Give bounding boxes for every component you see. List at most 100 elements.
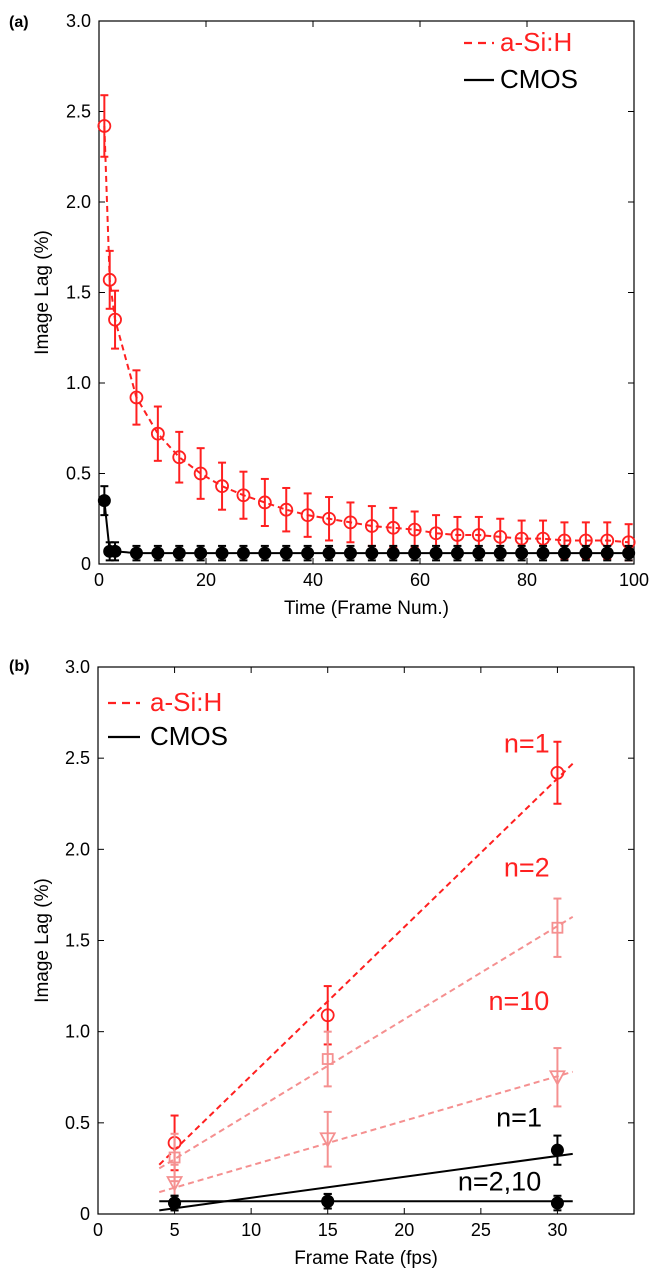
error-bar [323,1030,332,1088]
error-bar [132,369,141,426]
annotations: n=1 n=2 n=10 n=1 n=2,10 [458,729,550,1197]
chart-panel-a: 0 20 40 60 80 100 0 0.5 1.0 1.5 2.0 2.5 3.0 Time (Fra… [9,11,649,619]
panel-label: (a) [9,14,29,31]
data-point [365,546,379,560]
data-point [472,546,486,560]
legend: a-Si:H CMOS [464,27,578,94]
y-tick-label: 3.0 [65,657,90,677]
error-bar [260,477,269,527]
error-bar [239,470,248,520]
y-axis-ticks: 0 0.5 1.0 1.5 2.0 2.5 3.0 [66,11,634,574]
data-point [258,546,272,560]
x-tick-label: 40 [303,570,323,590]
x-axis-ticks: 0 20 40 60 80 100 [94,21,649,590]
x-axis-ticks: 0 5 10 15 20 25 30 [93,667,567,1240]
error-bar [303,492,312,538]
data-point [279,502,294,517]
data-point [108,312,122,327]
x-tick-label: 0 [93,1220,103,1240]
data-point [407,522,422,537]
y-tick-label: 2.5 [66,102,91,122]
series-3 [158,1047,574,1203]
data-point [129,390,144,405]
y-tick-label: 3.0 [66,11,91,31]
data-point [193,466,208,481]
data-point [386,546,400,560]
data-point [551,921,564,934]
data-point [343,515,358,530]
data-point [600,546,614,560]
data-point [493,546,507,560]
data-point [514,531,529,546]
y-tick-label: 2.0 [66,192,91,212]
x-axis-label: Time (Frame Num.) [284,598,449,619]
series-5 [159,1192,573,1212]
y-axis-ticks: 0 0.5 1.0 1.5 2.0 2.5 3.0 [65,657,634,1224]
legend-label: a-Si:H [500,27,572,57]
data-point [515,546,529,560]
y-tick-label: 1.0 [65,1022,90,1042]
legend-label: CMOS [500,64,578,94]
annotation-label: n=1 [504,729,550,759]
error-bar [153,405,162,462]
data-point [321,1053,334,1065]
data-point [215,546,229,560]
data-point [622,546,636,560]
data-point [319,1132,337,1149]
data-point [386,520,401,535]
data-point [151,546,165,560]
error-bar [100,94,109,158]
x-tick-label: 0 [94,570,104,590]
data-point [279,546,293,560]
x-tick-label: 60 [410,570,430,590]
data-point [194,546,208,560]
error-bar [553,1047,562,1108]
x-tick-label: 5 [170,1220,180,1240]
data-point [536,531,550,546]
x-tick-label: 15 [318,1220,338,1240]
data-point [429,526,443,541]
legend-label: CMOS [150,721,228,751]
panel-label: (b) [9,658,29,675]
data-point [215,479,229,494]
x-tick-label: 100 [619,570,649,590]
data-point [150,426,165,441]
y-axis-label: Image Lag (%) [32,230,53,355]
data-point [168,1151,181,1164]
series-cmos [97,485,636,562]
series-a-si-h [97,94,636,562]
chart-panel-b: 0 5 10 15 20 25 30 0 0.5 1.0 1.5 2.0 2.5 3.0 Frame Rat… [9,657,635,1269]
fit-line [158,915,574,1170]
data-point [97,119,112,133]
data-point [493,529,508,544]
y-tick-label: 0.5 [65,1113,90,1133]
data-point [300,508,315,523]
data-point [550,1143,564,1157]
series-line [103,125,629,544]
data-point [166,1176,184,1192]
error-bar [111,289,120,350]
error-bar [105,249,114,310]
data-point [236,546,250,560]
error-bar [323,1110,332,1168]
data-point [172,546,186,560]
data-point [172,450,187,465]
data-point [97,494,111,508]
data-point [108,544,122,558]
fit-line [158,762,574,1166]
y-tick-label: 0.5 [66,464,91,484]
error-bar [346,501,355,544]
data-point [471,528,486,542]
data-point [550,1196,564,1210]
annotation-label: n=1 [496,1102,542,1132]
x-tick-label: 20 [196,570,216,590]
x-tick-label: 10 [241,1220,261,1240]
data-point [321,1194,335,1208]
error-bar [218,461,227,511]
data-point [257,495,272,510]
error-bar [553,897,562,958]
y-tick-label: 0 [81,554,91,574]
y-tick-label: 0 [80,1204,90,1224]
x-tick-label: 20 [394,1220,414,1240]
